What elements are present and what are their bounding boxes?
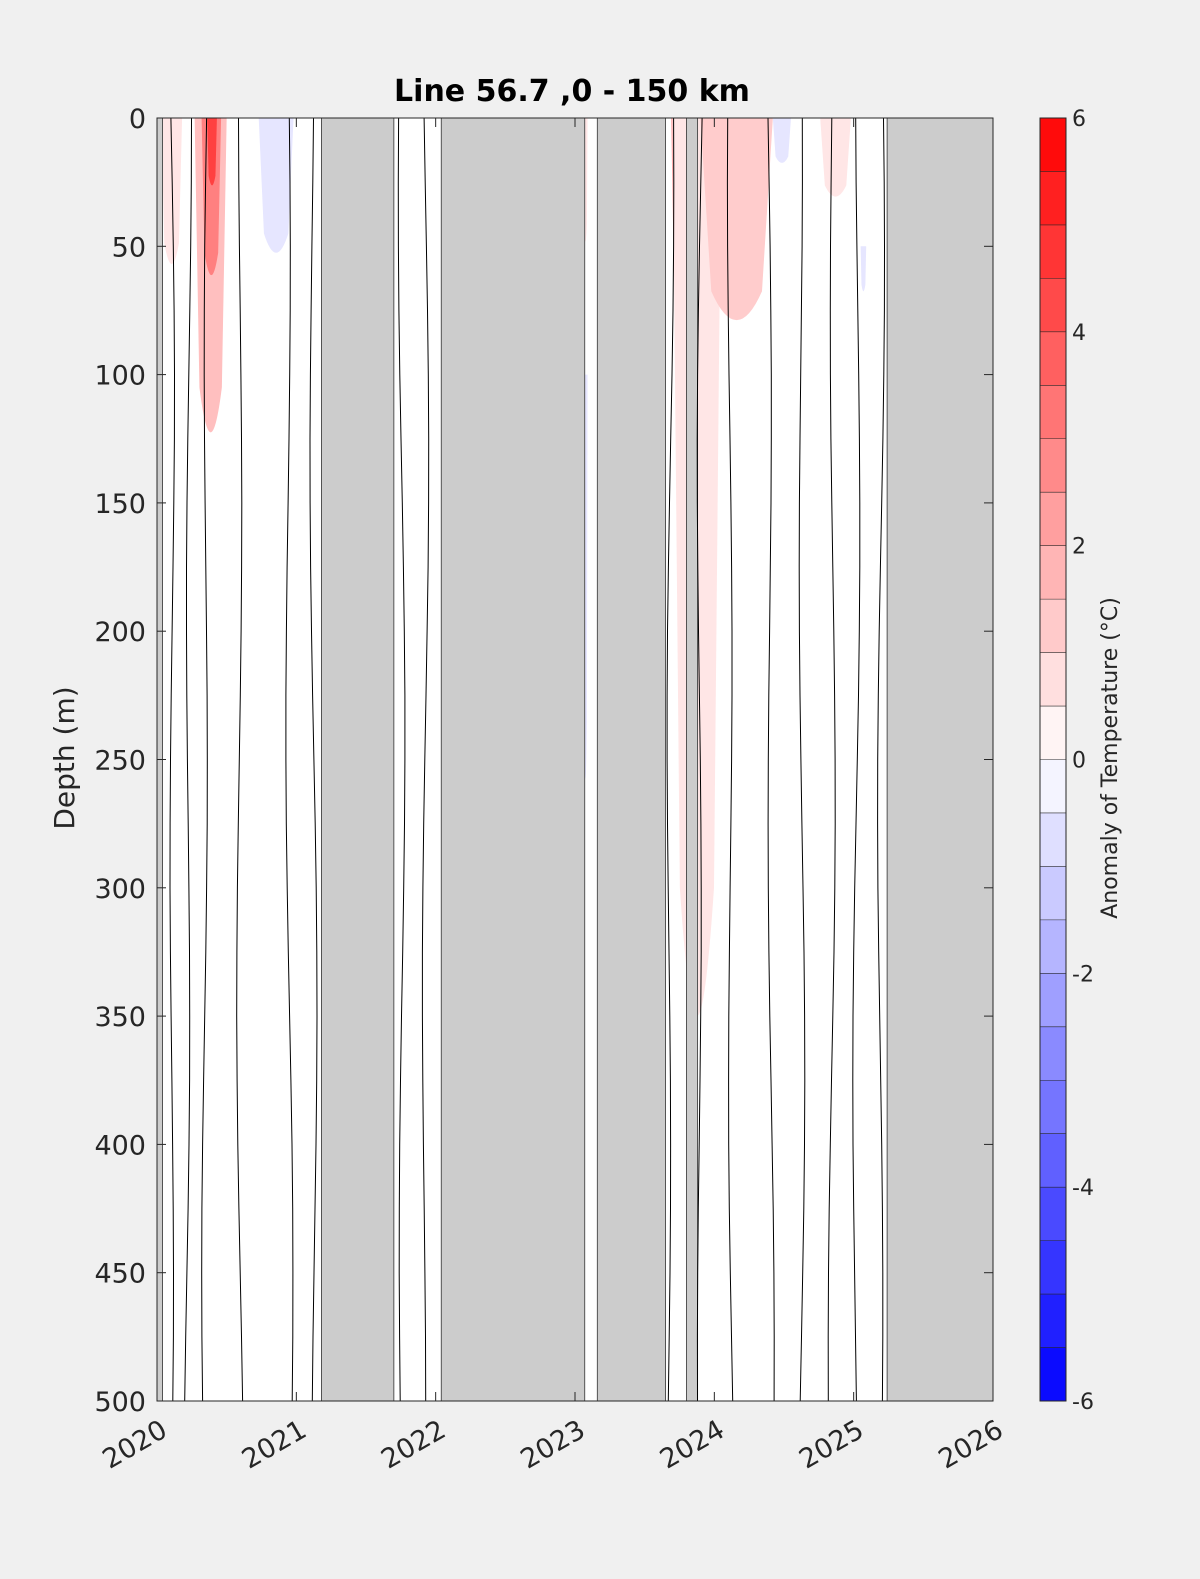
x-tick-label: 2020 (97, 1414, 172, 1475)
anomaly-region (860, 246, 867, 292)
colorbar-frame (1039, 117, 1067, 1402)
no-data-block (440, 117, 586, 1402)
y-tick-label: 250 (94, 746, 146, 777)
colorbar-segment (1040, 919, 1066, 974)
y-tick-label: 100 (94, 361, 146, 392)
colorbar-segment (1040, 278, 1066, 333)
no-data-block (596, 117, 666, 1402)
zero-contour-line (397, 117, 406, 1402)
colorbar-label: Anomaly of Temperature (°C) (1098, 597, 1123, 919)
anomaly-region (700, 118, 773, 321)
colorbar-segment (1040, 385, 1066, 440)
x-tick-label: 2021 (237, 1414, 312, 1475)
anomaly-region (207, 118, 217, 186)
colorbar-segment (1040, 331, 1066, 386)
no-data-block (686, 117, 699, 1402)
colorbar-segment (1040, 1133, 1066, 1188)
zero-contour-line (421, 117, 430, 1402)
colorbar-segment (1040, 118, 1066, 172)
zero-contour-line (877, 117, 886, 1402)
zero-contour-line (798, 117, 806, 1402)
no-data-block (321, 117, 395, 1402)
colorbar-segment (1040, 866, 1066, 921)
colorbar-tick-label: -4 (1072, 1176, 1094, 1201)
y-tick-label: 300 (94, 874, 146, 905)
x-tick-label: 2024 (655, 1414, 730, 1475)
colorbar-tick-label: 4 (1072, 321, 1086, 346)
zero-contours (169, 117, 886, 1402)
colorbar-tick-label: -6 (1072, 1390, 1094, 1415)
zero-contour-line (201, 117, 208, 1402)
y-tick-label: 400 (94, 1130, 146, 1161)
zero-contour-line (236, 117, 244, 1402)
y-tick-label: 450 (94, 1259, 146, 1290)
zero-contour-line (827, 117, 836, 1402)
colorbar-segment (1040, 812, 1066, 867)
no-data-block (886, 117, 994, 1402)
zero-contour-line (309, 117, 318, 1402)
y-tick-label: 350 (94, 1002, 146, 1033)
y-tick-label: 50 (112, 232, 146, 263)
colorbar-segment (1040, 171, 1066, 226)
colorbar-segment (1040, 1026, 1066, 1081)
zero-contour-line (767, 117, 775, 1402)
y-tick-label: 500 (94, 1387, 146, 1418)
colorbar-segment (1040, 1187, 1066, 1242)
zero-contour-line (184, 117, 192, 1402)
no-data-blocks (156, 117, 994, 1402)
y-tick-label: 200 (94, 617, 146, 648)
anomaly-region (258, 118, 294, 253)
colorbar-segment (1040, 1080, 1066, 1135)
colorbar-segment (1040, 492, 1066, 547)
colorbar-segment (1040, 652, 1066, 707)
colorbar-tick-label: 6 (1072, 107, 1086, 132)
y-axis-label: Depth (m) (48, 686, 81, 829)
colorbar-segment (1040, 1240, 1066, 1295)
colorbar-tick-label: 0 (1072, 749, 1086, 774)
zero-contour-line (285, 117, 294, 1402)
x-tick-label: 2025 (794, 1414, 869, 1475)
colorbar-tick-label: 2 (1072, 535, 1086, 560)
x-tick-label: 2022 (376, 1414, 451, 1475)
colorbar-segment (1040, 438, 1066, 493)
colorbar-segment (1040, 973, 1066, 1028)
colorbar: -6 -4 -2 0 2 4 6 (1039, 107, 1094, 1415)
colorbar-segment (1040, 1347, 1066, 1402)
colorbar-segment (1040, 545, 1066, 600)
zero-contour-line (666, 117, 675, 1402)
colorbar-segment (1040, 599, 1066, 654)
zero-contour-line (852, 117, 861, 1402)
anomaly-region (820, 118, 851, 197)
colorbar-segment (1040, 224, 1066, 279)
zero-contour-line (169, 117, 176, 1402)
anomaly-region (772, 118, 791, 163)
x-tick-label: 2026 (933, 1414, 1008, 1475)
x-tick-label: 2023 (515, 1414, 590, 1475)
zero-contour-line (726, 117, 734, 1402)
y-tick-label: 0 (129, 104, 146, 135)
chart-title: Line 56.7 ,0 - 150 km (394, 74, 750, 109)
y-tick-label: 150 (94, 489, 146, 520)
colorbar-segment (1040, 706, 1066, 760)
anomaly-region (161, 118, 183, 264)
colorbar-tick-label: -2 (1072, 962, 1094, 987)
zero-contour-line (696, 117, 703, 1402)
colorbar-segment (1040, 759, 1066, 814)
colorbar-segment (1040, 1294, 1066, 1349)
